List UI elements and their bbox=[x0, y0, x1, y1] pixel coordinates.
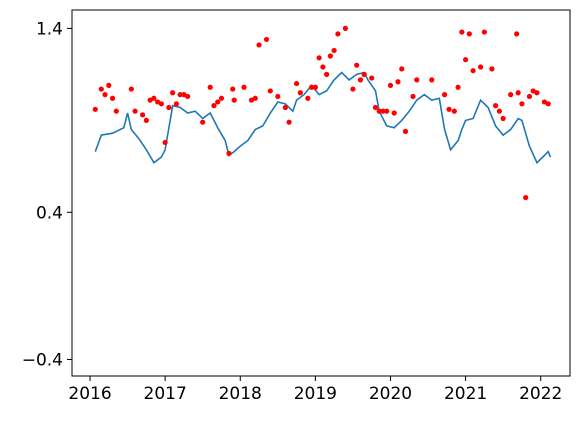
x-tick-label: 2020 bbox=[369, 384, 412, 404]
scatter-point bbox=[241, 84, 247, 90]
scatter-point bbox=[140, 112, 146, 118]
scatter-point bbox=[455, 84, 461, 90]
scatter-point bbox=[519, 101, 525, 107]
scatter-point bbox=[177, 92, 183, 98]
line-series bbox=[94, 71, 552, 165]
scatter-point bbox=[545, 101, 551, 107]
scatter-point bbox=[357, 77, 364, 83]
scatter-point bbox=[350, 86, 356, 92]
scatter-point bbox=[380, 108, 386, 114]
x-tick-label: 2017 bbox=[144, 384, 187, 404]
scatter-point bbox=[478, 64, 484, 70]
scatter-point bbox=[109, 95, 116, 101]
scatter-point bbox=[275, 93, 281, 100]
scatter-point bbox=[113, 108, 119, 114]
scatter-point bbox=[481, 29, 487, 35]
scatter-point bbox=[459, 29, 465, 35]
scatter-point bbox=[331, 47, 337, 54]
scatter-point bbox=[252, 95, 258, 101]
scatter-point bbox=[106, 82, 112, 89]
scatter-point bbox=[515, 90, 521, 96]
x-tick-label: 2021 bbox=[444, 384, 487, 404]
scatter-point bbox=[158, 101, 164, 107]
scatter-point bbox=[410, 93, 416, 100]
scatter-point bbox=[508, 92, 514, 98]
scatter-point bbox=[267, 88, 273, 94]
scatter-point bbox=[293, 80, 300, 87]
x-tick-label: 2018 bbox=[219, 384, 262, 404]
scatter-point bbox=[173, 101, 180, 107]
scatter-point bbox=[132, 108, 138, 114]
scatter-point bbox=[162, 139, 168, 146]
scatter-point bbox=[128, 86, 134, 92]
scatter-point bbox=[215, 99, 221, 105]
scatter-point bbox=[395, 79, 401, 85]
scatter-point bbox=[151, 95, 157, 101]
scatter-point bbox=[500, 115, 506, 122]
scatter-point bbox=[391, 110, 397, 116]
scatter-point bbox=[211, 103, 217, 109]
scatter-point bbox=[441, 92, 448, 98]
scatter-point bbox=[200, 119, 206, 125]
scatter-point bbox=[496, 108, 502, 114]
scatter-point bbox=[414, 77, 420, 83]
scatter-point bbox=[514, 31, 520, 37]
scatter-point bbox=[402, 128, 409, 134]
scatter-point bbox=[282, 104, 288, 111]
scatter-point bbox=[297, 90, 303, 96]
y-tick-label: −0.4 bbox=[22, 350, 63, 370]
scatter-point bbox=[534, 90, 540, 96]
scatter-point bbox=[324, 71, 330, 77]
scatter-point bbox=[218, 95, 225, 101]
scatter-point bbox=[446, 106, 452, 112]
scatter-point bbox=[263, 36, 270, 43]
scatter-point bbox=[493, 103, 499, 109]
scatter-point bbox=[327, 53, 333, 59]
scatter-point bbox=[226, 150, 232, 157]
scatter-point bbox=[335, 31, 341, 37]
scatter-point bbox=[526, 93, 533, 100]
y-tick-label: 1.4 bbox=[36, 19, 63, 39]
scatter-point bbox=[230, 86, 236, 92]
scatter-point bbox=[369, 75, 375, 81]
scatter-point bbox=[143, 117, 149, 123]
x-tick-label: 2019 bbox=[294, 384, 337, 404]
scatter-point bbox=[207, 84, 213, 90]
y-tick-label: 0.4 bbox=[36, 203, 63, 223]
scatter-point bbox=[102, 92, 108, 98]
scatter-point bbox=[342, 25, 349, 31]
scatter-point bbox=[256, 42, 262, 48]
x-tick-label: 2016 bbox=[68, 384, 111, 404]
scatter-point bbox=[354, 62, 360, 68]
x-tick-label: 2022 bbox=[519, 384, 562, 404]
scatter-point bbox=[98, 86, 104, 92]
scatter-point bbox=[384, 108, 390, 114]
plot-frame bbox=[71, 9, 571, 377]
scatter-point bbox=[166, 104, 172, 111]
scatter-point bbox=[185, 93, 191, 100]
scatter-point bbox=[523, 194, 529, 201]
scatter-point bbox=[361, 71, 367, 77]
scatter-point bbox=[470, 68, 476, 74]
scatter-point bbox=[316, 55, 322, 61]
scatter-point bbox=[170, 90, 176, 96]
scatter-point bbox=[320, 64, 326, 70]
scatter-point bbox=[286, 119, 292, 125]
scatter-point bbox=[429, 77, 435, 83]
scatter-point bbox=[305, 95, 311, 101]
scatter-point bbox=[399, 66, 405, 72]
scatter-point bbox=[466, 31, 472, 37]
scatter-point bbox=[231, 97, 237, 103]
scatter-point bbox=[489, 66, 495, 72]
scatter-point bbox=[92, 106, 98, 112]
scatter-point bbox=[309, 84, 315, 90]
scatter-point bbox=[376, 108, 382, 114]
scatter-point bbox=[312, 84, 318, 90]
scatter-point bbox=[462, 57, 469, 63]
scatter-point bbox=[372, 104, 379, 111]
scatter-point bbox=[451, 108, 457, 114]
scatter-point bbox=[387, 82, 394, 89]
